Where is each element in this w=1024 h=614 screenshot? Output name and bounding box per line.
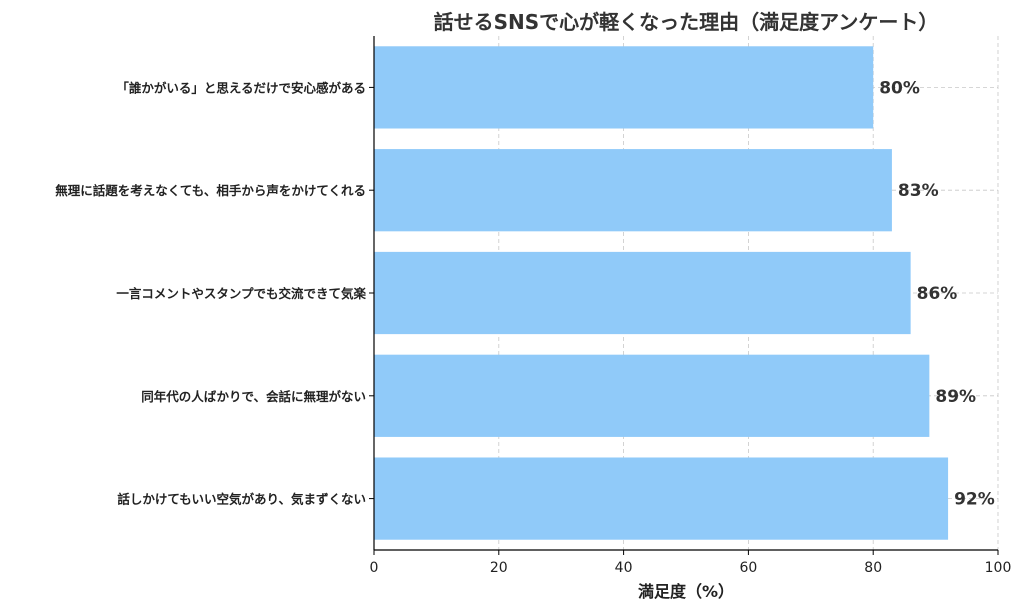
bar-2 bbox=[374, 251, 911, 335]
category-label-3: 同年代の人ばかりで、会話に無理がない bbox=[141, 389, 366, 404]
bars: 80% 83% 86% 89% 92% bbox=[374, 46, 995, 540]
value-label-3: 89% bbox=[935, 387, 976, 407]
value-label-1: 83% bbox=[898, 181, 939, 201]
category-label-1: 無理に話題を考えなくても、相手から声をかけてくれる bbox=[55, 183, 366, 198]
x-tick-label-2: 40 bbox=[615, 560, 633, 576]
bar-0 bbox=[374, 46, 874, 129]
category-label-2: 一言コメントやスタンプでも交流できて気楽 bbox=[116, 286, 366, 301]
chart-title: 話せるSNSで心が軽くなった理由（満足度アンケート） bbox=[434, 10, 939, 34]
category-label-0: 「誰かがいる」と思えるだけで安心感がある bbox=[116, 80, 366, 95]
category-label-4: 話しかけてもいい空気があり、気まずくない bbox=[117, 492, 366, 507]
x-tick-label-1: 20 bbox=[490, 560, 508, 576]
bar-4 bbox=[374, 457, 949, 540]
axes: 「誰かがいる」と思えるだけで安心感がある無理に話題を考えなくても、相手から声をか… bbox=[55, 36, 1011, 576]
x-tick-label-4: 80 bbox=[864, 560, 882, 576]
value-label-0: 80% bbox=[879, 78, 920, 98]
value-label-4: 92% bbox=[954, 490, 995, 510]
bar-3 bbox=[374, 354, 930, 437]
x-tick-label-5: 100 bbox=[985, 560, 1012, 576]
x-axis-label: 満足度（%） bbox=[638, 582, 734, 601]
bar-1 bbox=[374, 149, 892, 232]
value-label-2: 86% bbox=[917, 284, 958, 304]
x-tick-label-0: 0 bbox=[370, 560, 379, 576]
x-tick-label-3: 60 bbox=[739, 560, 757, 576]
